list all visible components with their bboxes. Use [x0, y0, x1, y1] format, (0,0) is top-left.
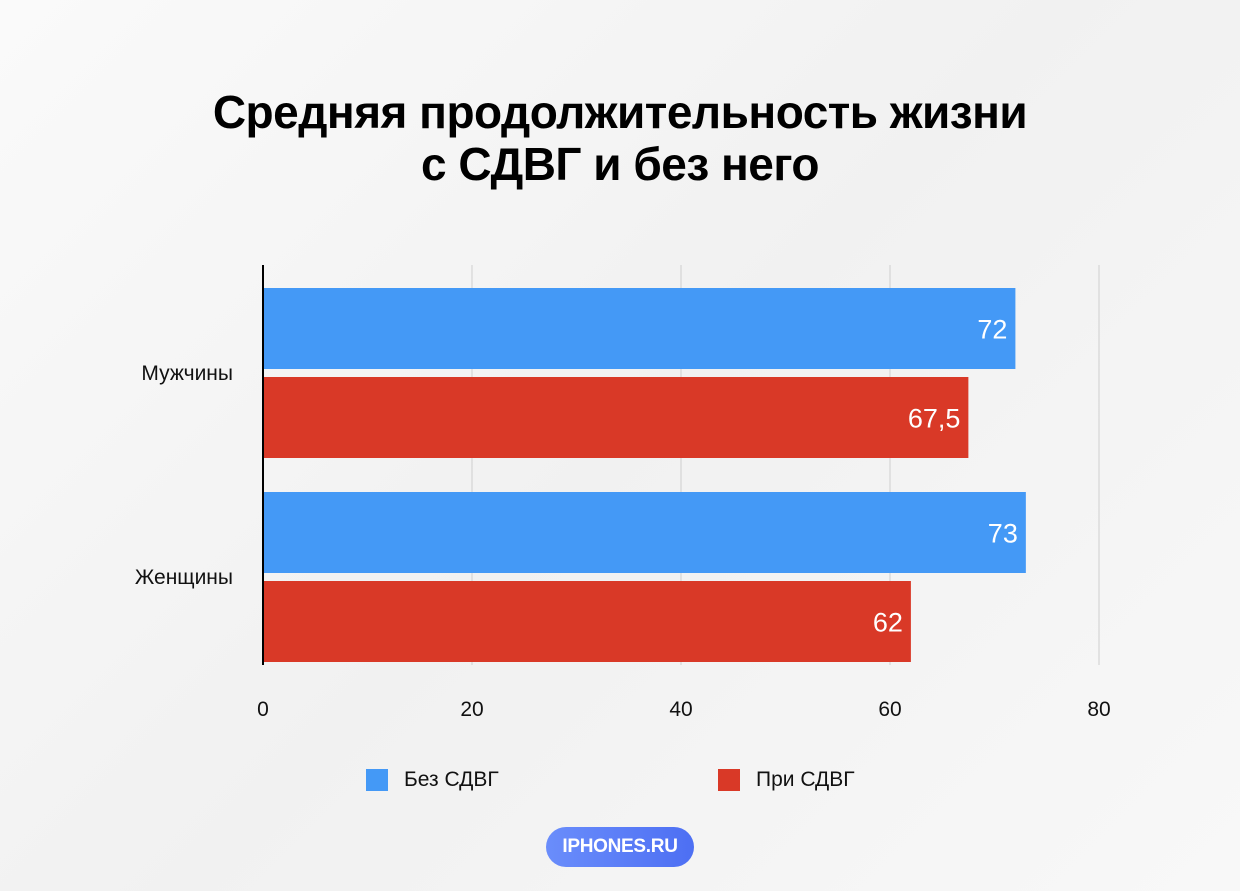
legend: Без СДВГ При СДВГ: [0, 768, 1240, 798]
x-tick-label-40: 40: [669, 698, 692, 721]
data-label-1-1: 62: [873, 608, 903, 638]
category-label-0: Мужчины: [141, 362, 233, 385]
legend-item-adhd: При СДВГ: [718, 768, 855, 792]
legend-swatch-adhd: [718, 769, 740, 791]
category-label-1: Женщины: [135, 566, 233, 589]
chart-title-line-2: с СДВГ и без него: [420, 138, 820, 190]
brand-logo: IPHONES.RU: [546, 827, 694, 867]
data-label-0-1: 73: [988, 519, 1018, 549]
chart-title-line-1: Средняя продолжительность жизни: [212, 86, 1028, 138]
x-tick-label-0: 0: [257, 698, 269, 721]
data-label-1-0: 67,5: [908, 404, 961, 434]
chart-title: Средняя продолжительность жизни с СДВГ и…: [0, 86, 1240, 190]
x-tick-label-60: 60: [878, 698, 901, 721]
legend-swatch-no-adhd: [366, 769, 388, 791]
x-tick-label-20: 20: [460, 698, 483, 721]
data-label-0-0: 72: [977, 315, 1007, 345]
x-tick-label-80: 80: [1087, 698, 1110, 721]
legend-label-no-adhd: Без СДВГ: [404, 768, 499, 791]
legend-item-no-adhd: Без СДВГ: [366, 768, 499, 792]
bar-1-1: [264, 581, 911, 662]
bar-1-0: [264, 377, 969, 458]
legend-label-adhd: При СДВГ: [756, 768, 855, 791]
bar-0-1: [264, 492, 1026, 573]
bar-0-0: [264, 288, 1016, 369]
